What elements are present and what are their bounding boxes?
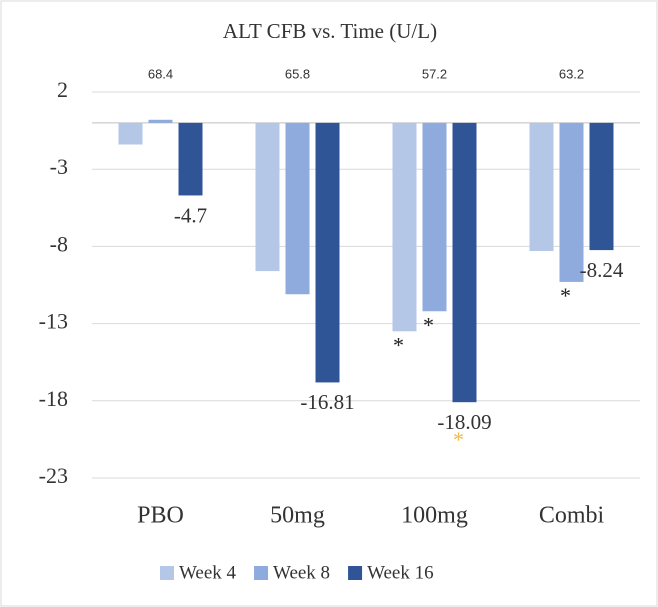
bar bbox=[118, 122, 143, 145]
bar bbox=[178, 122, 203, 196]
asterisk: * bbox=[393, 332, 404, 357]
x-tick-label: 50mg bbox=[270, 503, 325, 529]
bar bbox=[589, 122, 614, 251]
bar bbox=[255, 122, 280, 272]
y-tick-label: -18 bbox=[39, 386, 68, 411]
legend-label: Week 4 bbox=[179, 562, 237, 583]
chart-title: ALT CFB vs. Time (U/L) bbox=[223, 19, 437, 43]
bar bbox=[315, 122, 340, 383]
data-label: -8.24 bbox=[580, 258, 624, 282]
data-label: -4.7 bbox=[174, 203, 207, 227]
bar bbox=[452, 122, 477, 403]
legend-label: Week 16 bbox=[367, 562, 434, 583]
legend-swatch bbox=[160, 566, 174, 580]
asterisk: * bbox=[453, 427, 464, 452]
baseline-label: 68.4 bbox=[148, 66, 173, 81]
asterisk: * bbox=[560, 283, 571, 308]
data-label: -16.81 bbox=[300, 390, 354, 414]
asterisk: * bbox=[423, 312, 434, 337]
y-tick-label: -8 bbox=[50, 231, 68, 256]
bar bbox=[529, 122, 554, 252]
y-tick-label: 2 bbox=[57, 77, 68, 102]
bar bbox=[559, 122, 584, 282]
bar bbox=[285, 122, 310, 295]
x-tick-label: PBO bbox=[137, 503, 184, 529]
x-tick-label: 100mg bbox=[401, 503, 468, 529]
x-tick-label: Combi bbox=[539, 503, 605, 529]
y-tick-label: -13 bbox=[39, 309, 68, 334]
data-label: -18.09 bbox=[437, 410, 491, 434]
y-tick-label: -3 bbox=[50, 154, 68, 179]
baseline-label: 57.2 bbox=[422, 66, 447, 81]
baseline-label: 65.8 bbox=[285, 66, 310, 81]
bar bbox=[422, 122, 447, 312]
legend-swatch bbox=[348, 566, 363, 580]
legend-label: Week 8 bbox=[273, 562, 330, 583]
baseline-label: 63.2 bbox=[559, 66, 584, 81]
bar bbox=[148, 119, 173, 123]
bar bbox=[392, 122, 417, 332]
y-tick-label: -23 bbox=[39, 463, 68, 488]
legend-swatch bbox=[254, 566, 269, 580]
